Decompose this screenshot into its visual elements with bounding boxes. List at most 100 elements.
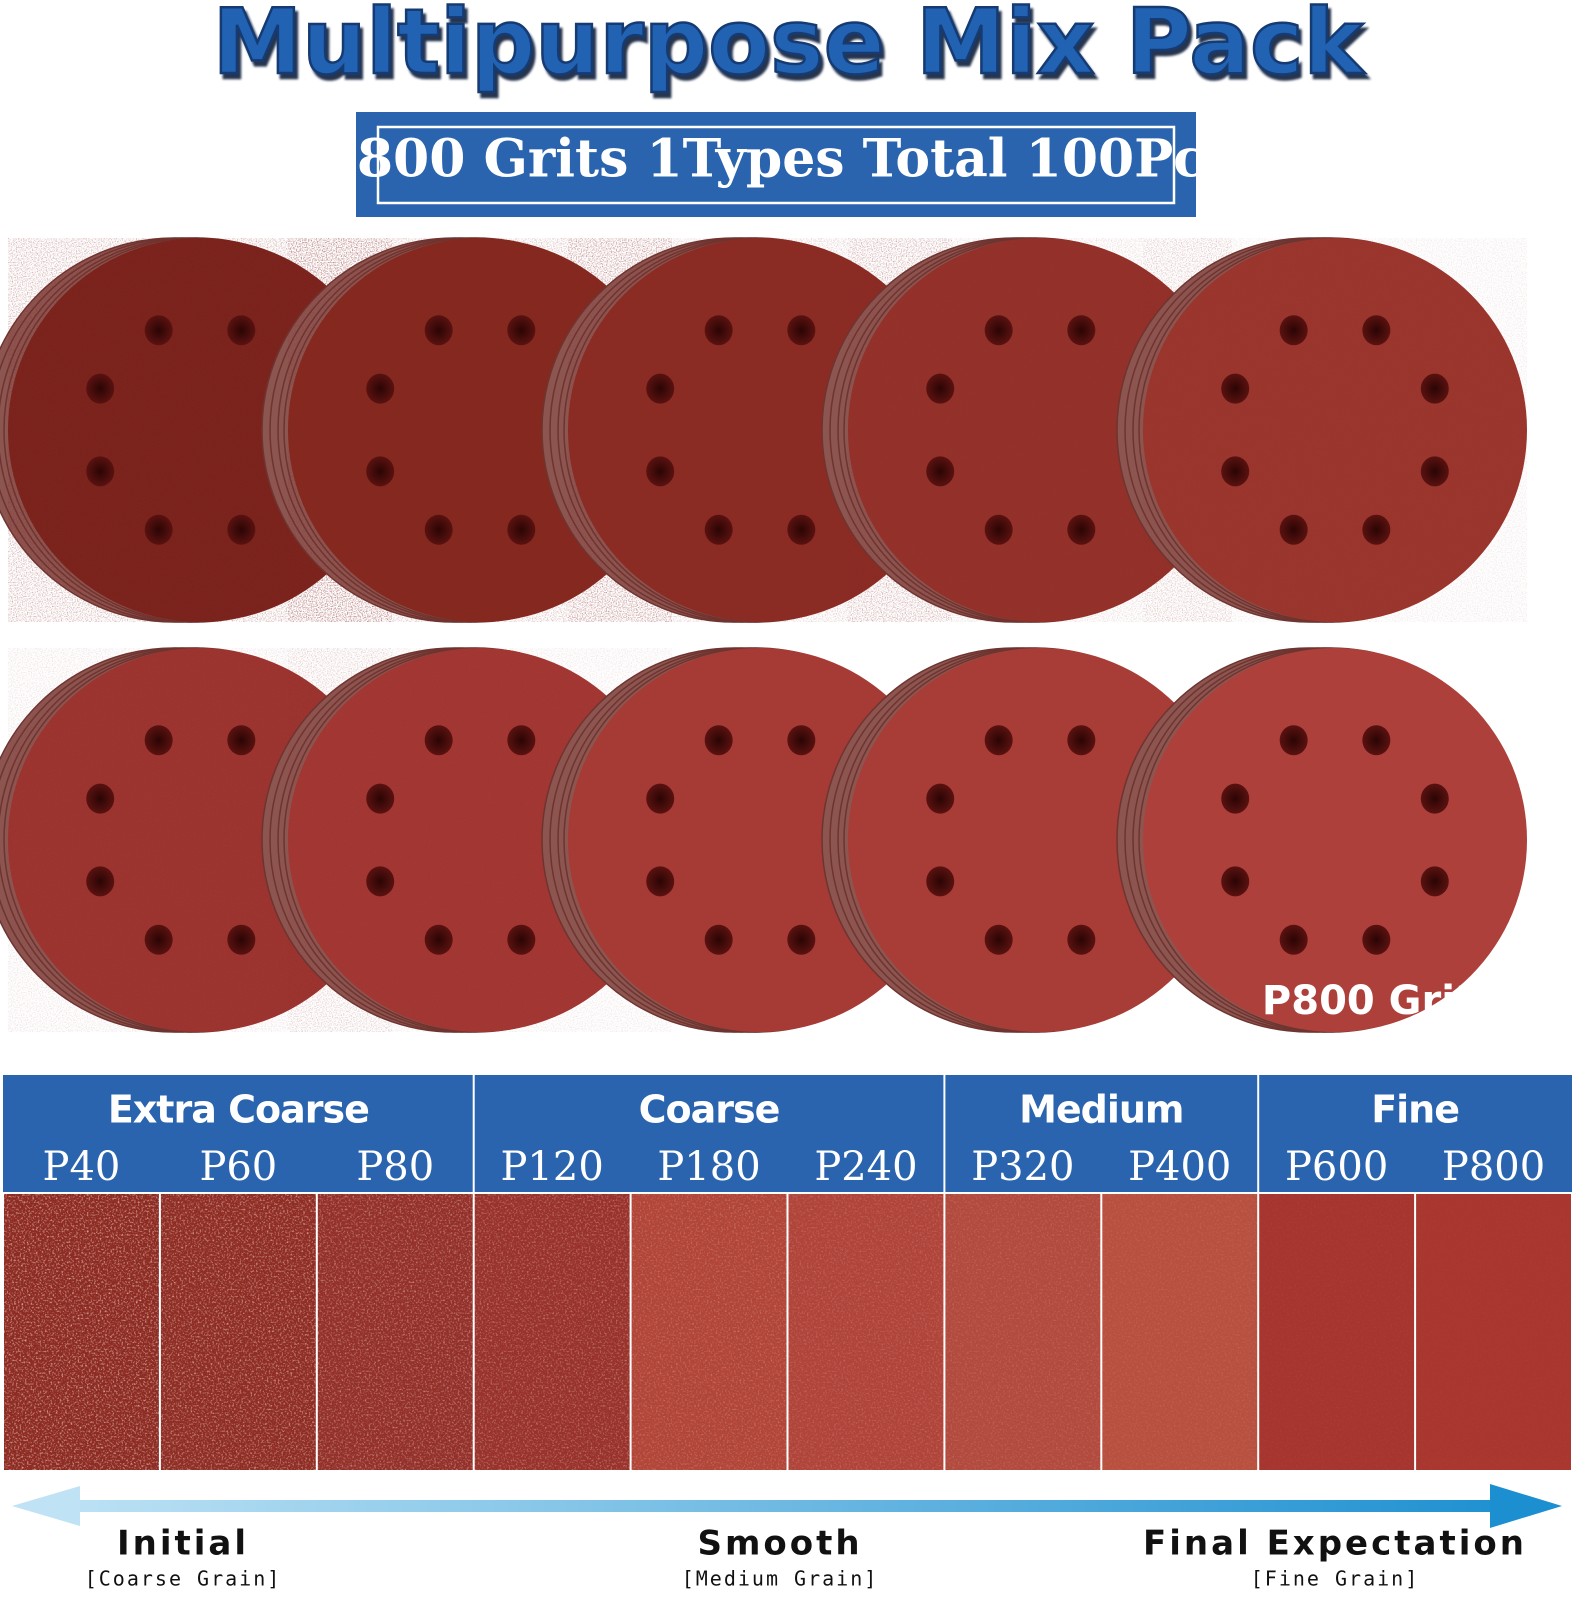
grit-label: P320 <box>971 1144 1074 1190</box>
grit-texture <box>160 1194 316 1470</box>
progress-arrow-shaft <box>40 1500 1530 1512</box>
disc-hole <box>984 315 1013 346</box>
disc-hole <box>1279 514 1308 545</box>
grit-label: P60 <box>199 1144 277 1190</box>
grit-label: P40 <box>43 1144 121 1190</box>
progress-sublabel: [Fine Grain] <box>1251 1567 1420 1591</box>
disc-hole <box>366 866 395 897</box>
disc-hole <box>86 373 115 404</box>
disc-hole <box>227 315 256 346</box>
disc-hole <box>144 725 173 756</box>
disc-hole <box>984 514 1013 545</box>
progress-sublabel: [Coarse Grain] <box>85 1567 282 1591</box>
subtitle: P800 Grits 1Types Total 100Pcs <box>318 129 1234 190</box>
disc-hole <box>1067 514 1096 545</box>
disc-grain <box>848 238 1232 622</box>
disc-hole <box>366 373 395 404</box>
disc-area: P800 Grit <box>0 237 1527 1033</box>
disc-hole <box>1420 373 1449 404</box>
disc-hole <box>1420 456 1449 487</box>
progress-label: Initial <box>117 1524 249 1564</box>
group-name: Medium <box>1019 1088 1183 1132</box>
disc-hole <box>1067 725 1096 756</box>
progress-label: Smooth <box>697 1524 862 1564</box>
disc-hole <box>144 514 173 545</box>
progress-label: Final Expectation <box>1143 1524 1527 1564</box>
grit-texture <box>1259 1194 1415 1470</box>
disc-hole <box>1362 924 1391 955</box>
disc-hole <box>1221 373 1250 404</box>
disc-hole <box>227 924 256 955</box>
disc-hole <box>926 783 955 814</box>
grit-texture <box>1416 1194 1571 1470</box>
disc-label: P800 Grit <box>1262 978 1474 1024</box>
disc-hole <box>144 924 173 955</box>
disc-hole <box>704 924 733 955</box>
grit-label: P120 <box>501 1144 604 1190</box>
progress-sublabel: [Medium Grain] <box>682 1567 879 1591</box>
disc-hole <box>1362 315 1391 346</box>
disc-hole <box>926 373 955 404</box>
grit-texture <box>317 1194 473 1470</box>
disc-hole <box>366 456 395 487</box>
table-header <box>3 1075 1572 1192</box>
disc-hole <box>1067 315 1096 346</box>
disc <box>848 648 1232 1032</box>
page-title: Multipurpose Mix Pack <box>213 0 1366 95</box>
grit-label: P180 <box>657 1144 760 1190</box>
subtitle-frame <box>376 125 1176 205</box>
grit-texture <box>4 1194 159 1470</box>
grit-label: P600 <box>1285 1144 1388 1190</box>
grit-swatch <box>1416 1194 1571 1470</box>
disc-stack <box>1116 237 1527 623</box>
disc-hole <box>1420 866 1449 897</box>
disc-hole <box>507 315 536 346</box>
disc-hole <box>787 924 816 955</box>
progress-arrow-head-left <box>12 1486 80 1526</box>
disc-hole <box>1362 725 1391 756</box>
disc-hole <box>227 725 256 756</box>
group-name: Fine <box>1371 1088 1459 1132</box>
disc-hole <box>1221 456 1250 487</box>
disc-hole <box>507 514 536 545</box>
disc-stack <box>541 647 952 1033</box>
disc-hole <box>984 725 1013 756</box>
disc-hole <box>1279 725 1308 756</box>
disc-hole <box>86 456 115 487</box>
disc-hole <box>787 725 816 756</box>
subtitle-box <box>356 112 1196 217</box>
grit-label: P800 <box>1442 1144 1545 1190</box>
grit-texture <box>1102 1194 1258 1470</box>
disc-hole <box>86 783 115 814</box>
disc-hole <box>1221 866 1250 897</box>
grit-label: P80 <box>356 1144 434 1190</box>
disc-hole <box>704 514 733 545</box>
grit-label: P400 <box>1128 1144 1231 1190</box>
disc-hole <box>1067 924 1096 955</box>
disc-hole <box>86 866 115 897</box>
disc <box>1143 648 1527 1032</box>
disc-hole <box>424 514 453 545</box>
grit-texture <box>474 1194 630 1470</box>
grit-texture <box>631 1194 787 1470</box>
grit-texture <box>788 1194 944 1470</box>
disc-hole <box>366 783 395 814</box>
disc-hole <box>424 725 453 756</box>
disc-hole <box>424 315 453 346</box>
disc-hole <box>1221 783 1250 814</box>
grit-label: P240 <box>814 1144 917 1190</box>
disc-hole <box>646 783 675 814</box>
disc-hole <box>1362 514 1391 545</box>
disc-hole <box>926 456 955 487</box>
disc-hole <box>704 315 733 346</box>
disc-hole <box>926 866 955 897</box>
grit-table: Extra Coarse P40 P60 P80 Coarse P120 P180 P240 M… <box>3 1075 1572 1470</box>
disc-hole <box>227 514 256 545</box>
grit-texture <box>945 1194 1101 1470</box>
disc-hole <box>984 924 1013 955</box>
disc-hole <box>507 725 536 756</box>
disc-stack <box>821 237 1232 623</box>
disc-grain <box>1143 238 1527 622</box>
